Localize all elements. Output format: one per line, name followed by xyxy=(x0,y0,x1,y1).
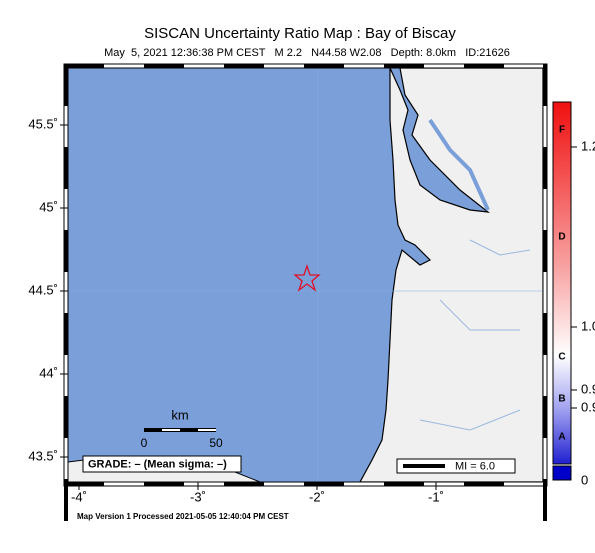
frame-seg xyxy=(543,230,547,272)
lon-tick-label: -4˚ xyxy=(71,489,87,504)
frame-seg xyxy=(144,482,184,486)
scale-label: 50 xyxy=(209,436,223,450)
frame-seg xyxy=(144,64,184,68)
rivers xyxy=(419,239,531,431)
lon-tick-label: -1˚ xyxy=(428,489,444,504)
legend-line xyxy=(403,464,445,468)
frame-seg xyxy=(464,482,504,486)
subtitle: May 5, 2021 12:36:38 PM CEST M 2.2 N44.5… xyxy=(104,47,510,59)
colorbar-tick-label: 0.9 xyxy=(581,381,595,396)
scale-unit: km xyxy=(171,407,188,422)
frame-seg xyxy=(543,147,547,189)
grade-text: GRADE: – (Mean sigma: –) xyxy=(88,458,227,470)
frame-seg xyxy=(64,230,68,272)
scale-bar-seg xyxy=(162,429,180,431)
estuary xyxy=(428,118,490,211)
colorbar-tick-label: 0.9 xyxy=(581,399,595,414)
frame-seg xyxy=(384,64,424,68)
scale-label: 0 xyxy=(141,436,148,450)
land xyxy=(359,68,543,482)
frame-seg xyxy=(64,396,68,438)
frame-seg xyxy=(304,64,344,68)
colorbar-grade: F xyxy=(559,125,565,136)
lon-tick-label: -3˚ xyxy=(190,489,206,504)
frame-seg xyxy=(543,64,547,106)
map xyxy=(68,68,543,482)
frame-seg xyxy=(304,482,344,486)
frame-seg xyxy=(224,482,264,486)
lat-tick-label: 44˚ xyxy=(39,365,58,380)
legend-text: MI = 6.0 xyxy=(455,460,495,472)
lat-tick-label: 44.5˚ xyxy=(28,282,58,297)
frame-seg xyxy=(64,64,104,68)
colorbar-zero xyxy=(552,465,572,481)
colorbar-grade: A xyxy=(558,432,565,443)
frame-seg xyxy=(224,64,264,68)
grade-box xyxy=(82,455,242,473)
lat-tick-label: 45˚ xyxy=(39,199,58,214)
lat-tick-label: 43.5˚ xyxy=(28,448,58,463)
title: SISCAN Uncertainty Ratio Map : Bay of Bi… xyxy=(144,25,456,42)
colorbar-label: 0 xyxy=(581,472,588,487)
frame-seg xyxy=(384,482,424,486)
colorbar-grade: C xyxy=(558,352,565,363)
frame-seg xyxy=(543,479,547,521)
frame-seg xyxy=(64,479,68,521)
colorbar-tick-label: 1.0 xyxy=(581,318,595,333)
colorbar xyxy=(552,101,572,465)
frame-seg xyxy=(464,64,504,68)
lat-tick-label: 45.5˚ xyxy=(28,116,58,131)
footer: Map Version 1 Processed 2021-05-05 12:40… xyxy=(77,512,289,521)
colorbar-grade: B xyxy=(558,394,565,405)
lon-tick-label: -2˚ xyxy=(309,489,325,504)
frame-seg xyxy=(64,313,68,355)
legend-box xyxy=(396,458,516,474)
colorbar-grade: D xyxy=(558,232,565,243)
frame-seg xyxy=(64,64,68,106)
frame-seg xyxy=(64,147,68,189)
scale-bar-seg xyxy=(198,429,216,431)
colorbar-tick-label: 1.2 xyxy=(581,138,595,153)
frame-seg xyxy=(543,396,547,438)
epicenter-star xyxy=(293,263,321,292)
frame-seg xyxy=(543,313,547,355)
frame-seg xyxy=(64,482,104,486)
